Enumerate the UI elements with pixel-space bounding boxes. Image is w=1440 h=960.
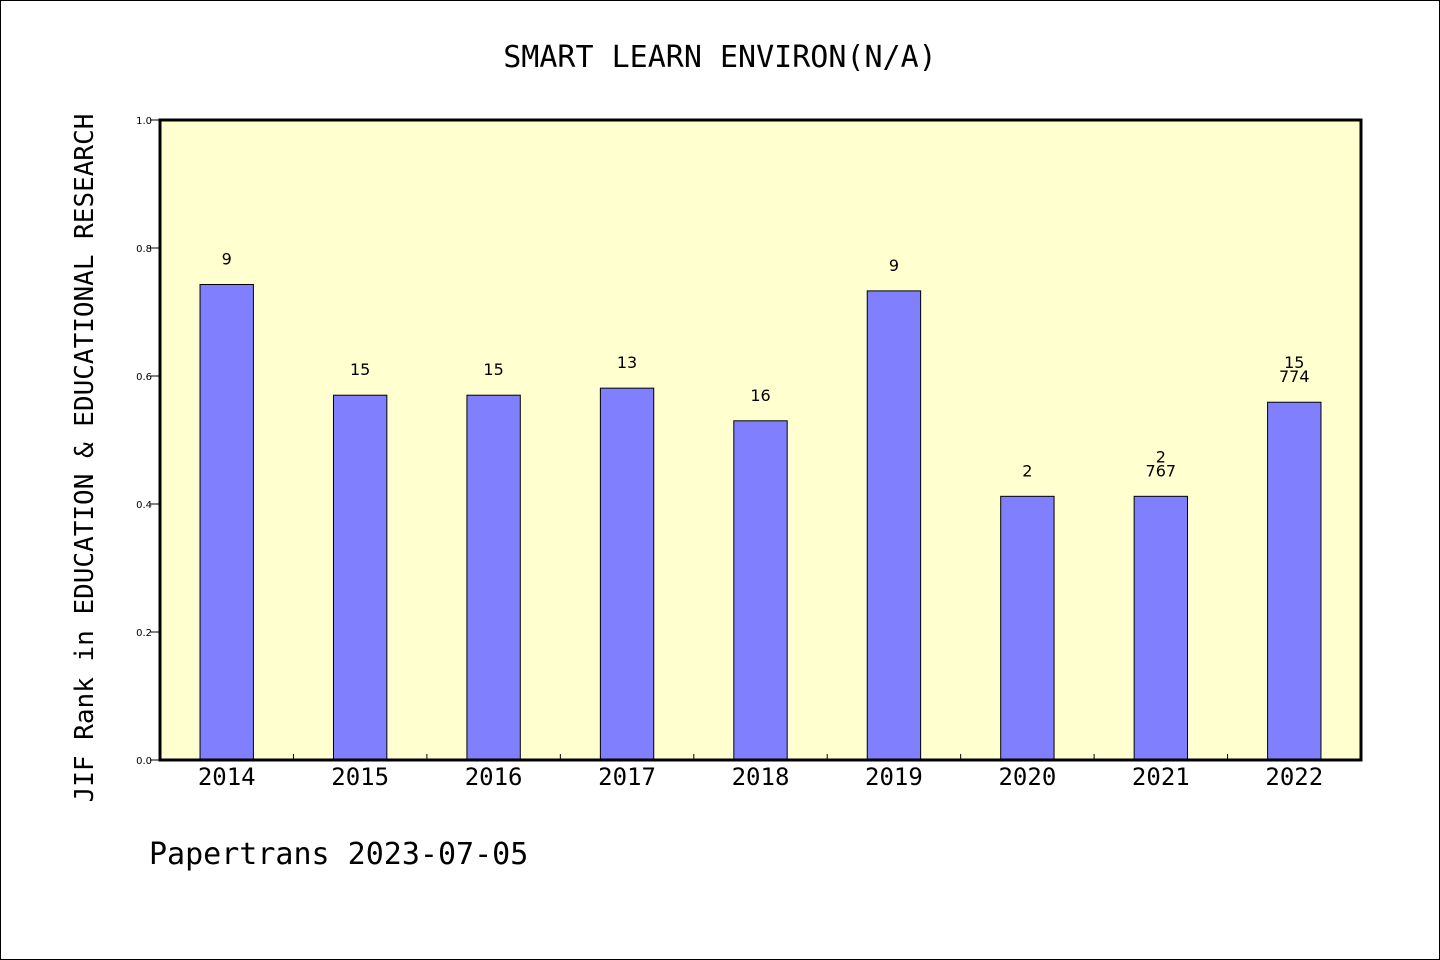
bar-2022 bbox=[1267, 401, 1322, 761]
y-tick-label: 0.4 bbox=[136, 500, 152, 511]
bar-value-label-2017: 13 bbox=[617, 353, 637, 372]
bar-value-label-2015: 15 bbox=[350, 360, 370, 379]
bar-2016 bbox=[466, 394, 521, 761]
bar-2017 bbox=[599, 387, 655, 761]
x-tick-label-2021: 2021 bbox=[1132, 763, 1190, 791]
y-tick-label: 0.6 bbox=[136, 372, 152, 383]
chart-title: SMART LEARN ENVIRON(N/A) bbox=[503, 40, 936, 75]
bar-value-label-2014: 9 bbox=[222, 249, 232, 268]
y-tick-label: 0.2 bbox=[136, 628, 152, 639]
x-tick-label-2017: 2017 bbox=[598, 763, 656, 791]
y-axis-label: JIF Rank in EDUCATION & EDUCATIONAL RESE… bbox=[70, 114, 100, 803]
x-ticks-group: 2014 2015 2016 2017 2018 2019 2020 2021 2022 bbox=[198, 754, 1323, 791]
bar-value-label-2022: 774 bbox=[1279, 367, 1310, 386]
y-ticks-group: 0.0 0.2 0.4 0.6 0.8 1.0 bbox=[136, 116, 160, 767]
bar-value-label-2021: 2 bbox=[1156, 447, 1166, 466]
bars-group bbox=[199, 283, 1322, 761]
x-tick-label-2014: 2014 bbox=[198, 763, 256, 791]
x-tick-label-2018: 2018 bbox=[732, 763, 790, 791]
bar-2021 bbox=[1133, 495, 1189, 761]
bar-value-label-2020: 2 bbox=[1022, 461, 1032, 480]
bar-2019 bbox=[866, 290, 922, 761]
y-tick-label: 0.8 bbox=[136, 244, 152, 255]
bar-2020 bbox=[1000, 495, 1055, 761]
footer-text: Papertrans 2023-07-05 bbox=[149, 837, 528, 872]
plot-border bbox=[158, 118, 1363, 762]
bar-value-label-2021: 767 bbox=[1146, 461, 1177, 480]
x-tick-label-2019: 2019 bbox=[865, 763, 923, 791]
x-tick-label-2020: 2020 bbox=[998, 763, 1056, 791]
x-tick-label-2015: 2015 bbox=[331, 763, 389, 791]
bar-2018 bbox=[733, 420, 788, 761]
x-tick-label-2022: 2022 bbox=[1265, 763, 1323, 791]
y-tick-label: 1.0 bbox=[136, 116, 152, 127]
y-tick-label: 0.0 bbox=[136, 756, 152, 767]
bar-2014 bbox=[199, 283, 254, 761]
bar-value-label-2018: 16 bbox=[750, 386, 770, 405]
bar-value-label-2022: 15 bbox=[1284, 353, 1304, 372]
x-tick-label-2016: 2016 bbox=[465, 763, 523, 791]
bar-2015 bbox=[332, 394, 388, 761]
bar-value-label-2016: 15 bbox=[483, 360, 503, 379]
bar-value-label-2019: 9 bbox=[889, 256, 899, 275]
